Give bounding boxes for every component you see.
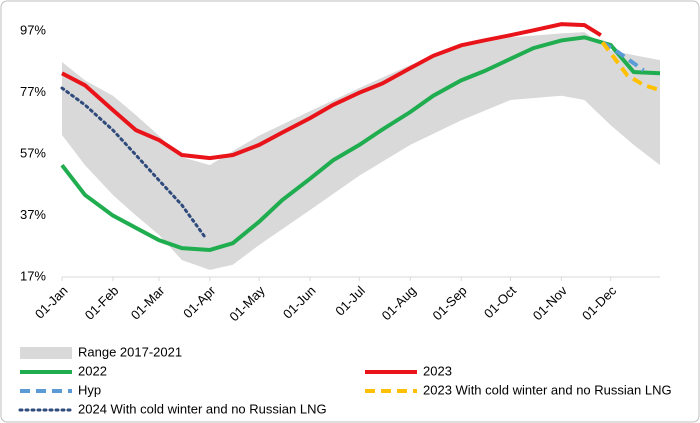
legend-label: Range 2017-2021 <box>78 344 182 359</box>
series-line <box>600 41 661 93</box>
series-line <box>60 35 661 252</box>
range-band <box>62 32 660 270</box>
y-tick-label: 17% <box>20 268 46 283</box>
legend-label: 2024 With cold winter and no Russian LNG <box>78 401 327 416</box>
legend-swatch <box>20 347 72 359</box>
legend-label: 2022 <box>78 363 107 378</box>
y-tick-label: 77% <box>20 84 46 99</box>
legend-label: 2023 With cold winter and no Russian LNG <box>423 382 672 397</box>
series-line <box>61 22 602 161</box>
y-tick-label: 37% <box>20 207 46 222</box>
series-line <box>601 40 645 72</box>
series-line <box>60 86 207 239</box>
y-tick-label: 97% <box>20 23 46 38</box>
y-tick-label: 57% <box>20 146 46 161</box>
legend-label: Hyp <box>78 382 101 397</box>
legend-label: 2023 <box>423 363 452 378</box>
